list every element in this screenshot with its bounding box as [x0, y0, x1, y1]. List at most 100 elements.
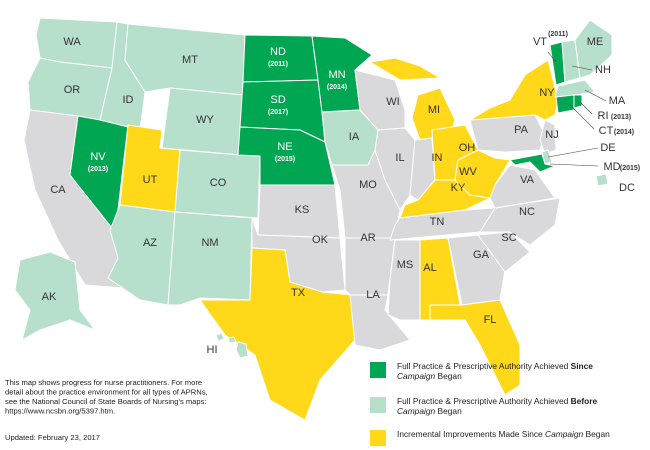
state [215, 332, 249, 359]
state-label: NJ [545, 129, 558, 141]
state [349, 294, 411, 351]
legend: Full Practice & Prescriptive Authority A… [370, 361, 610, 446]
state-label: OR [64, 84, 81, 96]
state-label: PA [514, 124, 529, 136]
state-label: DE [600, 142, 615, 154]
state-label: WV [459, 166, 477, 178]
state-label: HI [207, 344, 218, 356]
state-label: WI [386, 96, 399, 108]
state-label: OH [459, 142, 476, 154]
state-label: SC [501, 232, 516, 244]
state-label: NH [595, 64, 611, 76]
state [374, 127, 416, 211]
state-year: (2017) [268, 109, 288, 116]
state-year: (2011) [268, 61, 288, 68]
state-label: MD [603, 161, 620, 173]
leader-line [571, 65, 593, 71]
legend-swatch [370, 430, 386, 446]
state-label: NE [277, 141, 292, 153]
state [477, 231, 531, 273]
state-label: ID [123, 94, 134, 106]
state-label: AZ [143, 237, 157, 249]
note-line: detail about the practice environment fo… [5, 388, 208, 397]
state [14, 251, 96, 341]
state-label: GA [473, 249, 490, 261]
state [429, 299, 521, 396]
legend-swatch [370, 397, 386, 413]
state-year: (2011) [548, 31, 568, 38]
legend-part: Full Practice & Prescriptive Authority A… [397, 361, 571, 371]
state [174, 149, 261, 219]
state [344, 237, 396, 296]
state-year: (2013) [611, 114, 631, 121]
state-label: TN [430, 216, 445, 228]
legend-part: Before [571, 396, 598, 406]
state-label: MT [182, 54, 198, 66]
state [199, 247, 356, 421]
legend-part: Since [571, 361, 594, 371]
updated: Updated: February 23, 2017 [5, 433, 100, 442]
legend-swatch [370, 362, 386, 378]
state-label: AL [423, 262, 436, 274]
state-year: (2015) [620, 165, 640, 172]
states [14, 17, 613, 421]
legend-text: Full Practice & Prescriptive Authority A… [397, 361, 593, 371]
state-label: IL [395, 152, 404, 164]
state-label: IN [432, 152, 443, 164]
state-year: (2014) [327, 84, 347, 91]
state-label: LA [366, 289, 380, 301]
legend-part: Campaign [545, 429, 584, 439]
state-label: NC [519, 206, 535, 218]
note-line: see the National Council of State Boards… [5, 397, 207, 406]
state [167, 211, 253, 306]
state-label: KS [295, 204, 310, 216]
legend-text: Full Practice & Prescriptive Authority A… [397, 396, 597, 406]
state [469, 114, 546, 153]
state [454, 149, 511, 199]
state-label: NY [539, 87, 555, 99]
state [555, 94, 575, 114]
state-label: OK [312, 234, 329, 246]
state-label: IA [349, 131, 360, 143]
leader-line [579, 101, 593, 115]
legend-text: Campaign Began [397, 371, 462, 381]
state-label: AR [360, 232, 375, 244]
legend-text: Campaign Began [397, 406, 462, 416]
leader-line [549, 163, 599, 167]
legend-part: Began [435, 371, 462, 381]
state-label: NM [201, 237, 218, 249]
state-label: MO [359, 179, 377, 191]
legend-part: Full Practice & Prescriptive Authority A… [397, 396, 571, 406]
state-label: MN [328, 69, 345, 81]
legend-part: Incremental Improvements Made Since [397, 429, 545, 439]
state-label: NV [90, 151, 106, 163]
state [107, 204, 176, 306]
state-year: (2014) [614, 129, 634, 136]
legend-part: Began [583, 429, 610, 439]
state-label: VA [520, 174, 535, 186]
legend-part: Began [435, 406, 462, 416]
state [242, 34, 319, 83]
legend-part: Campaign [397, 371, 436, 381]
state-label: AK [42, 291, 57, 303]
labels: WA OR CA NV (2013) ID MT WY UT AZ CO NM ND (2011) SD (2… [42, 31, 640, 356]
state [469, 59, 559, 121]
state-label: CT [599, 125, 614, 137]
state-label: CO [210, 177, 227, 189]
state-label: ND [270, 46, 286, 58]
state-label: DC [619, 182, 635, 194]
state [539, 119, 557, 155]
state-label: WY [196, 114, 214, 126]
state-label: MA [609, 95, 626, 107]
state-label: TX [291, 287, 306, 299]
legend-text: Incremental Improvements Made Since Camp… [397, 429, 610, 439]
state-label: VT [533, 36, 547, 48]
state-label: KY [451, 182, 466, 194]
state-year: (2015) [275, 156, 295, 163]
note-line: This map shows progress for nurse practi… [5, 378, 202, 387]
state [509, 153, 556, 173]
leader-line [569, 104, 595, 130]
state-label: RI [598, 110, 609, 122]
state-year: (2013) [88, 166, 108, 173]
